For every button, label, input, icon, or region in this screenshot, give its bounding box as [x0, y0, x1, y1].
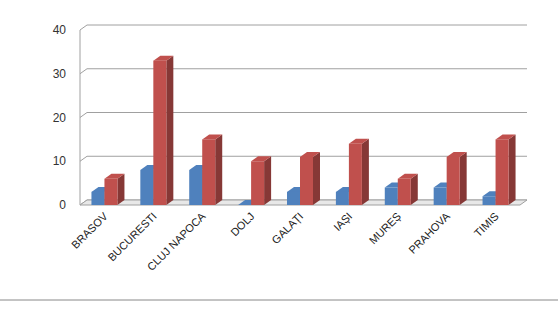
bar-side: [117, 174, 124, 205]
grid-line: [80, 25, 527, 30]
grid-line: [80, 113, 527, 118]
grid: [80, 25, 527, 205]
bar: [434, 188, 447, 206]
bar-top: [496, 134, 516, 139]
bar: [398, 179, 411, 205]
bar: [483, 196, 496, 205]
bar-top: [300, 152, 320, 157]
bar: [202, 139, 215, 205]
bar-top: [251, 156, 271, 161]
bar-top: [202, 134, 222, 139]
bar-side: [313, 152, 320, 205]
x-tick-label: GALAȚI: [269, 210, 305, 246]
bar: [91, 192, 104, 205]
bar-side: [362, 139, 369, 205]
bar-side: [166, 56, 173, 205]
x-tick-label: TIMIS: [472, 210, 501, 239]
bar-side: [215, 134, 222, 205]
bar: [385, 188, 398, 206]
chart: 0 10 20 30 40 BRASOVBUCURESTICLUJ NAPOCA DOLJ G…: [0, 0, 558, 331]
y-tick-label: 40: [53, 23, 67, 37]
bar: [189, 170, 202, 205]
x-tick-label: BUCURESTI: [105, 210, 158, 263]
x-tick-label: MUREȘ: [367, 210, 404, 247]
bar-top: [349, 139, 369, 144]
bar: [300, 157, 313, 205]
grid-line: [80, 69, 527, 74]
bars: [91, 56, 515, 205]
bar: [153, 61, 166, 205]
bar: [447, 157, 460, 205]
bar-side: [264, 156, 271, 205]
frame-line: [0, 300, 558, 301]
bar: [238, 205, 251, 206]
bar-side: [509, 134, 516, 205]
bar: [336, 192, 349, 205]
bar: [140, 170, 153, 205]
bar-side: [411, 174, 418, 205]
x-tick-label: IAȘI: [331, 210, 354, 233]
x-tick-label: DOLJ: [228, 210, 256, 238]
x-tick-label: CLUJ NAPOCA: [145, 209, 208, 272]
y-axis-line: [80, 30, 81, 205]
bar: [104, 179, 117, 205]
bar-top: [398, 174, 418, 179]
bar-top: [104, 174, 124, 179]
x-tick-label: PRAHOVA: [406, 209, 452, 255]
y-tick-label: 30: [53, 67, 67, 81]
y-tick-label: 0: [59, 198, 66, 212]
bar: [496, 139, 509, 205]
bar: [287, 192, 300, 205]
bar: [349, 144, 362, 205]
y-tick-label: 20: [53, 111, 67, 125]
bar-top: [447, 152, 467, 157]
y-tick-label: 10: [53, 154, 67, 168]
bar: [251, 161, 264, 205]
x-tick-label: BRASOV: [69, 209, 110, 250]
bar-top: [153, 56, 173, 61]
bar-side: [460, 152, 467, 205]
